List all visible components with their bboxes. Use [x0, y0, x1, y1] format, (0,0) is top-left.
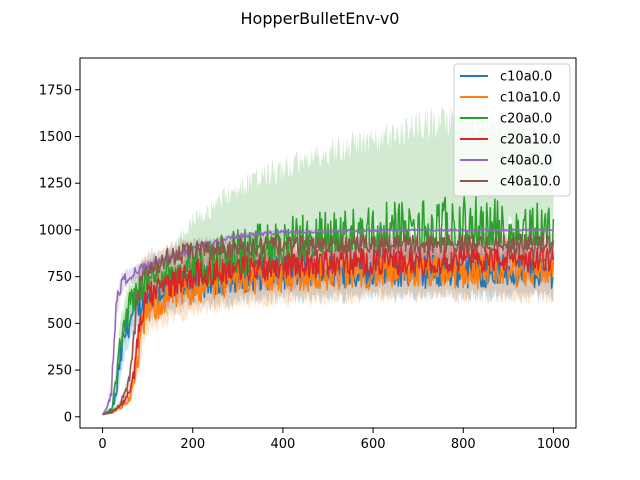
y-tick-label: 750 — [47, 270, 72, 285]
y-tick-label: 500 — [47, 317, 72, 332]
y-tick-label: 1500 — [39, 130, 72, 145]
series-line-c20a10.0 — [102, 245, 555, 416]
legend-label-c20a10.0: c20a10.0 — [500, 133, 561, 148]
series-line-c40a0.0 — [101, 228, 555, 415]
y-axis: 0 250 500 750 1000 1250 1500 1750 — [39, 83, 80, 425]
legend-label-c20a0.0: c20a0.0 — [500, 112, 552, 127]
chart-title: HopperBulletEnv-v0 — [241, 9, 400, 28]
x-tick-label: 600 — [361, 437, 386, 452]
y-tick-label: 1250 — [39, 177, 72, 192]
series-lines — [101, 195, 555, 416]
y-tick-label: 1750 — [39, 83, 72, 98]
legend-label-c10a0.0: c10a0.0 — [500, 70, 552, 85]
series-line-c40a10.0 — [102, 233, 555, 416]
plot-frame — [79, 57, 577, 429]
x-tick-label: 800 — [451, 437, 476, 452]
y-tick-label: 0 — [64, 410, 72, 425]
legend-label-c10a10.0: c10a10.0 — [500, 91, 561, 106]
x-tick-label: 200 — [180, 437, 205, 452]
legend: c10a0.0 c10a10.0 c20a0.0 c20a10.0 c40a0.0 c40… — [453, 63, 571, 197]
legend-label-c40a0.0: c40a0.0 — [500, 154, 552, 169]
y-tick-label: 1000 — [39, 223, 72, 238]
y-tick-label: 250 — [47, 364, 72, 379]
legend-label-c40a10.0: c40a10.0 — [500, 175, 561, 190]
x-tick-label: 400 — [270, 437, 295, 452]
band-c20a0.0 — [102, 103, 554, 416]
x-tick-label: 1000 — [537, 437, 570, 452]
x-axis: 0 200 400 600 800 1000 — [98, 428, 570, 452]
x-tick-label: 0 — [98, 437, 106, 452]
